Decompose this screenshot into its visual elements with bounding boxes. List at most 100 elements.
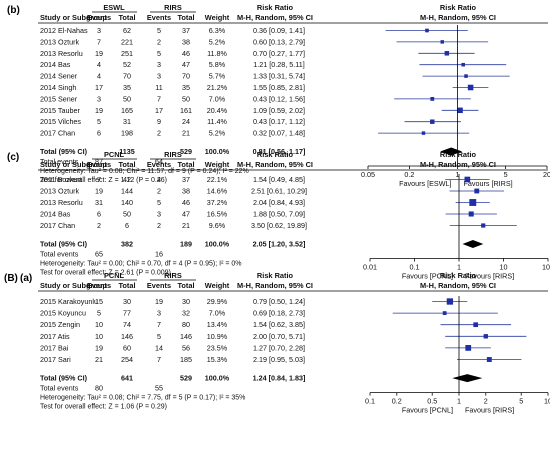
total-risk-ratio: 0.81 [0.56, 1.17] xyxy=(253,147,306,156)
header-method: M-H, Random, 95% CI xyxy=(237,281,313,290)
group2-header: RIRS xyxy=(164,271,182,280)
study-weight: 5.7% xyxy=(209,72,226,81)
study-events-2: 3 xyxy=(157,210,161,219)
study-events-2: 19 xyxy=(155,297,163,306)
study-total-2: 24 xyxy=(182,117,190,126)
study-weight: 5.8% xyxy=(209,60,226,69)
group2-header: RIRS xyxy=(164,150,182,159)
total-events-2: 16 xyxy=(155,250,163,259)
study-events-1: 4 xyxy=(97,60,101,69)
panel-label: (c) xyxy=(7,152,19,163)
forest-panel-2: (c) PCNL RIRS Risk Ratio Risk Ratio Study or … xyxy=(7,150,550,281)
study-risk-ratio: 1.54 [0.62, 3.85] xyxy=(253,320,305,329)
study-weight: 11.8% xyxy=(207,49,227,58)
study-name: 2014 Bas xyxy=(40,210,71,219)
x-tick-label: 0.05 xyxy=(361,170,375,179)
study-events-1: 19 xyxy=(95,343,103,352)
favours-left-label: Favours [ESWL] xyxy=(399,179,451,188)
study-events-2: 3 xyxy=(157,72,161,81)
study-total-2: 161 xyxy=(180,106,192,115)
study-point xyxy=(481,223,486,228)
study-weight: 16.5% xyxy=(207,210,228,219)
study-weight: 7.0% xyxy=(209,94,226,103)
heterogeneity-text: Heterogeneity: Tau² = 0.08; Chi² = 11.57… xyxy=(40,168,249,175)
study-total-1: 74 xyxy=(123,320,131,329)
study-events-1: 17 xyxy=(95,83,103,92)
study-total-2: 37 xyxy=(182,175,190,184)
header-events-1: Events xyxy=(87,160,111,169)
study-weight: 11.4% xyxy=(207,117,227,126)
header-events-1: Events xyxy=(87,13,111,22)
x-tick-label: 1 xyxy=(457,263,461,272)
risk-ratio-plot-header: Risk Ratio xyxy=(440,271,477,280)
study-risk-ratio: 0.60 [0.13, 2.79] xyxy=(253,37,305,46)
header-total-2: Total xyxy=(177,13,194,22)
study-point xyxy=(425,28,429,33)
study-weight: 29.9% xyxy=(207,297,228,306)
study-events-2: 2 xyxy=(157,37,161,46)
overall-effect-text: Test for overall effect: Z = 2.61 (P = 0… xyxy=(40,270,171,277)
study-name: 2015 Sener xyxy=(40,94,78,103)
study-events-2: 2 xyxy=(157,221,161,230)
total-weight: 100.0% xyxy=(205,374,230,383)
study-risk-ratio: 1.54 [0.49, 4.85] xyxy=(253,175,305,184)
study-name: 2013 Ozturk xyxy=(40,37,80,46)
study-total-1: 42 xyxy=(123,175,131,184)
study-risk-ratio: 0.43 [0.17, 1.12] xyxy=(253,117,305,126)
forest-panel-3: (B) (a) PCNL RIRS Risk Ratio Risk Ratio Study … xyxy=(4,271,550,415)
study-total-1: 35 xyxy=(123,83,131,92)
study-events-1: 19 xyxy=(95,106,103,115)
study-name: 2011 Bozkurt xyxy=(40,175,82,184)
study-weight: 22.1% xyxy=(207,175,228,184)
study-events-1: 7 xyxy=(97,37,101,46)
study-total-1: 146 xyxy=(121,332,133,341)
study-total-1: 254 xyxy=(121,355,133,364)
x-tick-label: 0.1 xyxy=(365,397,375,406)
header-study: Study or Subgroup xyxy=(40,13,107,22)
study-total-2: 46 xyxy=(182,198,190,207)
x-tick-label: 100 xyxy=(542,263,550,272)
study-events-1: 5 xyxy=(97,117,101,126)
study-weight: 21.2% xyxy=(207,83,228,92)
x-tick-label: 2 xyxy=(484,397,488,406)
study-risk-ratio: 1.33 [0.31, 5.74] xyxy=(253,72,305,81)
study-weight: 6.3% xyxy=(209,26,226,35)
header-total-1: Total xyxy=(118,160,135,169)
study-name: 2017 Atis xyxy=(40,332,70,341)
total-weight: 100.0% xyxy=(205,240,230,249)
total-n-2: 529 xyxy=(180,147,192,156)
study-name: 2014 Singh xyxy=(40,83,76,92)
header-events-2: Events xyxy=(147,160,171,169)
panel-label: (a) xyxy=(20,273,32,284)
study-weight: 15.3% xyxy=(207,355,228,364)
risk-ratio-header: Risk Ratio xyxy=(257,150,294,159)
study-total-2: 56 xyxy=(182,343,190,352)
heterogeneity-text: Heterogeneity: Tau² = 0.08; Chi² = 7.75,… xyxy=(40,395,245,402)
x-tick-label: 1 xyxy=(457,397,461,406)
study-events-2: 5 xyxy=(157,198,161,207)
study-events-2: 5 xyxy=(157,332,161,341)
study-weight: 5.2% xyxy=(209,37,226,46)
study-name: 2014 Bas xyxy=(40,60,71,69)
study-total-1: 221 xyxy=(121,37,133,46)
favours-left-label: Favours [PCNL] xyxy=(402,406,453,415)
study-events-1: 4 xyxy=(97,72,101,81)
panel-label: (b) xyxy=(7,5,20,16)
study-point xyxy=(464,176,471,183)
total-events-label: Total events xyxy=(40,157,79,166)
total-diamond xyxy=(462,240,484,248)
total-weight: 100.0% xyxy=(205,147,230,156)
x-tick-label: 0.01 xyxy=(363,263,377,272)
study-events-1: 7 xyxy=(97,175,101,184)
study-name: 2017 Chan xyxy=(40,221,75,230)
total-label: Total (95% CI) xyxy=(40,374,88,383)
study-events-1: 21 xyxy=(95,355,103,364)
study-total-2: 80 xyxy=(182,320,190,329)
study-name: 2013 Ozturk xyxy=(40,187,80,196)
study-point xyxy=(446,298,454,305)
study-point xyxy=(444,51,450,56)
total-events-label: Total events xyxy=(40,384,79,393)
study-events-1: 2 xyxy=(97,221,101,230)
total-label: Total (95% CI) xyxy=(40,147,88,156)
